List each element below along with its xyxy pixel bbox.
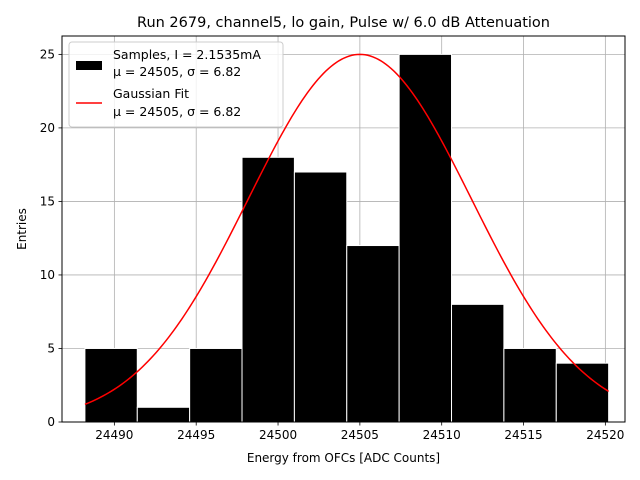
gaussian-fit-line [84,53,610,406]
legend-box [68,41,284,128]
x-tick-label: 24505 [341,428,379,442]
y-axis-ticks: 0 5 10 15 20 25 [40,47,62,429]
y-axis-label: Entries [15,208,29,250]
histogram-bar [293,171,348,423]
chart-title: Run 2679, channel5, lo gain, Pulse w/ 6.… [137,15,550,31]
legend-fit-label-line2: μ = 24505, σ = 6.82 [113,104,241,119]
histogram-bar [503,347,557,423]
x-tick-label: 24500 [259,428,297,442]
plot-frame [61,35,626,423]
histogram-bar [451,303,505,423]
legend: Samples, I = 2.1535mA μ = 24505, σ = 6.8… [68,41,284,128]
x-axis-label: Energy from OFCs [ADC Counts] [247,451,440,465]
y-tick-label: 20 [40,121,55,135]
histogram-bar [398,53,453,423]
x-tick-label: 24510 [423,428,461,442]
legend-samples-swatch [76,61,102,70]
histogram-bar [136,406,191,423]
y-tick-label: 10 [40,268,55,282]
x-tick-label: 24490 [95,428,133,442]
histogram-bar [555,362,610,423]
histogram-bar [189,347,243,423]
x-tick-label: 24495 [177,428,215,442]
y-tick-label: 5 [47,341,55,355]
y-tick-label: 0 [47,415,55,429]
histogram-bar [84,347,138,423]
x-axis-ticks: 24490 24495 24500 24505 24510 24515 24520 [95,422,624,442]
legend-samples-label-line2: μ = 24505, σ = 6.82 [113,64,241,79]
histogram-bars [84,53,610,423]
x-tick-label: 24520 [586,428,624,442]
legend-fit-label-line1: Gaussian Fit [113,86,189,101]
y-tick-label: 25 [40,47,55,61]
y-tick-label: 15 [40,194,55,208]
x-tick-label: 24515 [504,428,542,442]
legend-samples-label-line1: Samples, I = 2.1535mA [113,47,261,62]
histogram-bar [241,156,295,423]
histogram-bar [346,245,400,423]
